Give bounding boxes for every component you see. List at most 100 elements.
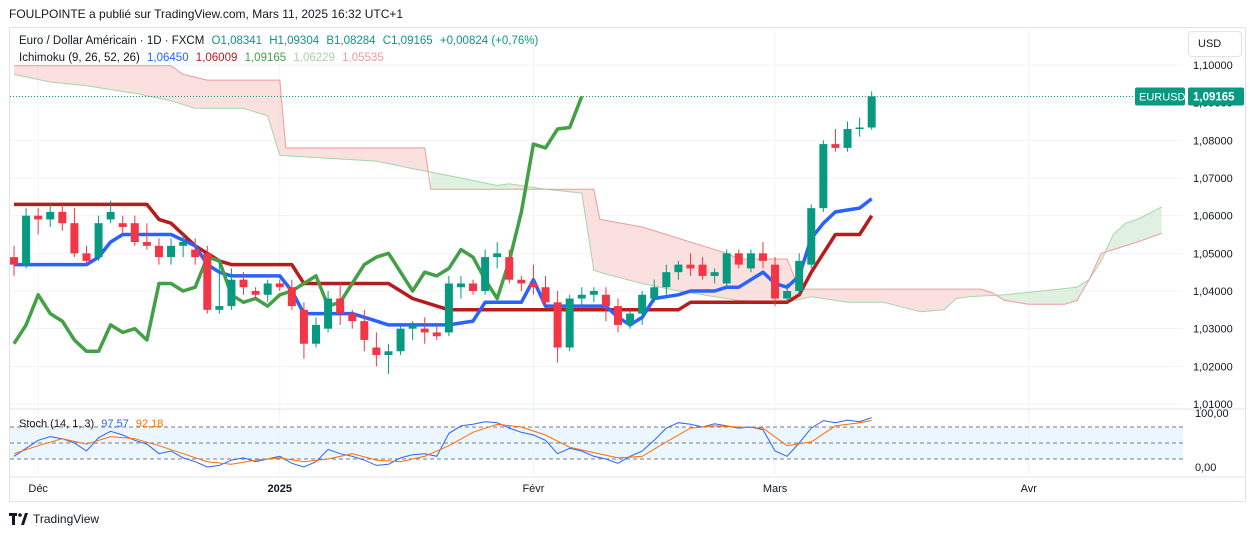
candle (710, 268, 719, 284)
ichimoku-label[interactable]: Ichimoku (9, 26, 52, 26) (19, 52, 140, 64)
candle-body (299, 309, 308, 344)
candle-body (142, 242, 151, 246)
candle-body (456, 283, 465, 288)
cloud-bearish (548, 189, 996, 312)
candle (577, 287, 586, 307)
candle-body (167, 245, 176, 258)
candle-body (601, 294, 610, 307)
candle-body (469, 283, 478, 291)
candle-body (203, 253, 212, 310)
brand-name: TradingView (33, 512, 100, 526)
candle-body (698, 264, 707, 276)
candle (142, 223, 151, 250)
change-value: +0,00824 (+0,76%) (439, 35, 539, 47)
candle-body (408, 324, 417, 329)
candle (662, 264, 671, 295)
candle (372, 332, 381, 367)
candle-body (541, 287, 550, 303)
candle (275, 279, 284, 291)
candle-body (396, 328, 405, 352)
time-tick-label: Déc (28, 483, 48, 495)
candle-body (626, 313, 635, 325)
time-tick-label: 2025 (268, 483, 292, 495)
candle-body (227, 279, 236, 307)
candle (807, 204, 816, 269)
candle (239, 272, 248, 295)
time-tick-label: Févr (522, 483, 544, 495)
candle-body (565, 298, 574, 348)
candle-body (46, 211, 55, 220)
candle (287, 279, 296, 310)
candle-body (758, 253, 767, 261)
symbol-legend: Euro / Dollar Américain · 1D · FXCM O1,0… (19, 35, 542, 47)
candle-body (312, 324, 320, 344)
candle (10, 245, 18, 276)
candle-body (710, 272, 719, 276)
ichimoku-legend: Ichimoku (9, 26, 52, 26) 1,06450 1,06009… (19, 52, 388, 64)
candle (384, 343, 393, 374)
candle-body (855, 127, 864, 130)
candle (493, 242, 502, 269)
candle (758, 242, 767, 269)
candle-body (867, 96, 876, 128)
grid-lines (10, 30, 1183, 475)
candle (263, 279, 272, 303)
candle-body (722, 253, 731, 284)
candle-body (336, 298, 345, 314)
symbol-name[interactable]: Euro / Dollar Américain · 1D · FXCM (19, 35, 205, 47)
candle-body (589, 291, 598, 295)
candle (251, 287, 260, 299)
stoch-d-line (13, 420, 872, 465)
candle-body (118, 223, 127, 227)
candle (336, 283, 345, 325)
candle (553, 291, 562, 363)
candle-body (529, 283, 538, 288)
candle (420, 317, 429, 344)
candle-body (420, 328, 429, 333)
candle (106, 200, 115, 224)
span-a-value: 1,06229 (293, 52, 335, 64)
candle (444, 275, 453, 337)
candle (565, 294, 574, 352)
candle-body (481, 257, 490, 291)
candle (46, 204, 55, 227)
candle-body (179, 242, 188, 246)
candle (698, 257, 707, 280)
candle-body (70, 223, 79, 254)
chikou-value: 1,09165 (244, 52, 287, 64)
candle (722, 249, 731, 288)
stoch-legend: Stoch (14, 1, 3) 97,57 92,18 (19, 418, 167, 430)
candle-body (215, 306, 224, 310)
candle (746, 249, 755, 273)
candle-body (384, 351, 393, 356)
candle-body (807, 208, 816, 265)
candle-body (82, 253, 91, 261)
candle-body (251, 291, 260, 295)
candle-body (324, 298, 333, 329)
candle-body (650, 287, 659, 299)
price-tick-label: 1,07000 (1193, 173, 1233, 185)
candle (70, 208, 79, 258)
candle-body (130, 223, 139, 243)
candle-body (831, 144, 840, 148)
tradingview-logo-icon (9, 513, 28, 525)
candle-body (553, 302, 562, 348)
candle (118, 215, 127, 235)
stoch-label[interactable]: Stoch (14, 1, 3) (19, 418, 95, 430)
candle (324, 291, 333, 333)
price-axis: 1,100001,090001,080001,070001,060001,050… (1193, 60, 1233, 411)
candle (34, 208, 43, 235)
cloud-bullish (998, 279, 1090, 305)
candle-body (819, 144, 828, 209)
price-tag-symbol: EURUSD (1139, 91, 1186, 103)
candle (396, 324, 405, 356)
candle-body (432, 332, 441, 337)
price-tick-label: 1,06000 (1193, 211, 1233, 223)
price-tag: EURUSD 1,09165 (1135, 87, 1244, 106)
candle (650, 279, 659, 303)
candle (191, 238, 200, 265)
publisher-caption: FOULPOINTE a publié sur TradingView.com,… (9, 7, 404, 21)
currency-button[interactable]: USD (1188, 31, 1242, 57)
candle-body (348, 313, 357, 322)
